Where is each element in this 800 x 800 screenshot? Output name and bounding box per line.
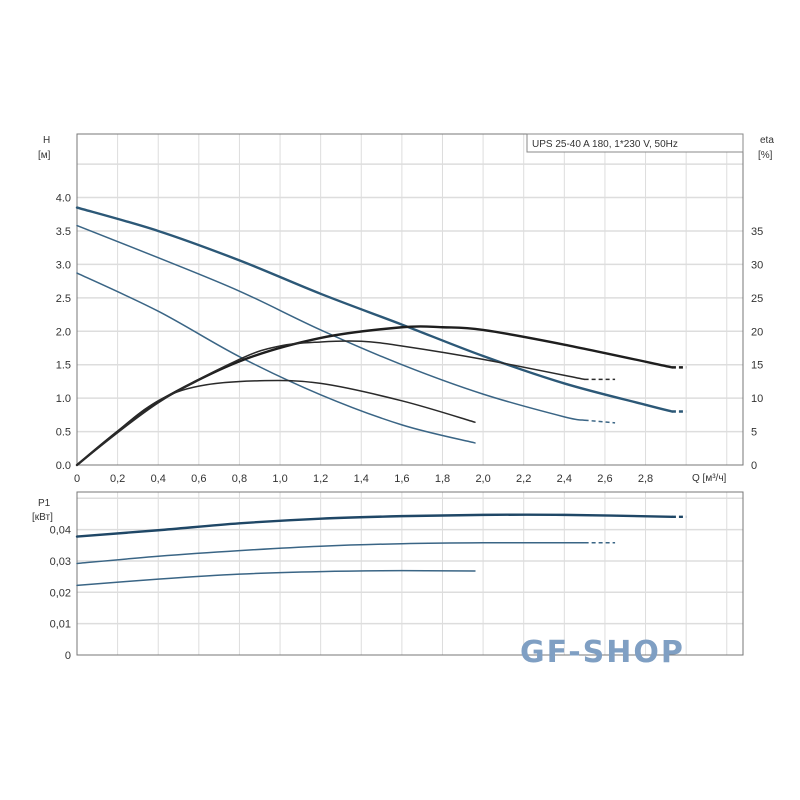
y-tick-label: 0,03 [50,556,71,568]
h-axis-unit: [м] [38,150,51,161]
x-tick-label: 1,8 [435,473,450,485]
x-tick-label: 1,4 [354,473,369,485]
head-curve-2-dashed-extension [584,419,616,424]
power-curve-3 [76,569,476,587]
power-curve-2 [76,541,586,565]
x-tick-label: 2,0 [475,473,490,485]
y-tick-label: 2.5 [56,293,71,305]
eta-axis-unit: [%] [758,150,773,161]
y-tick-label: 1.0 [56,393,71,405]
y-tick-label: 3.0 [56,259,71,271]
eta-curve-3 [76,379,476,466]
y-tick-label: 0.5 [56,427,71,439]
y-tick-label: 3.5 [56,226,71,238]
y-tick-label: 4.0 [56,193,71,205]
q-axis-label: Q [м³/ч] [692,473,727,484]
eta-axis-label: eta [760,135,774,146]
head-curve-3 [76,272,476,444]
x-tick-label: 0 [74,473,80,485]
y-tick-label: 0,01 [50,619,71,631]
power-curve-1 [75,513,674,538]
head-curve-1 [75,206,674,413]
eta-tick-label: 0 [751,460,757,472]
x-tick-label: 0,2 [110,473,125,485]
x-tick-label: 1,6 [394,473,409,485]
x-tick-label: 1,0 [272,473,287,485]
x-tick-label: 2,4 [557,473,572,485]
eta-curve-2 [76,340,586,466]
head-curve-2 [76,224,586,421]
y-tick-label: 1.5 [56,360,71,372]
x-tick-label: 0,8 [232,473,247,485]
x-tick-label: 2,8 [638,473,653,485]
p1-axis-label: P1 [38,498,51,509]
x-tick-label: 2,6 [597,473,612,485]
eta-tick-label: 5 [751,427,757,439]
x-tick-label: 2,2 [516,473,531,485]
eta-tick-label: 35 [751,226,763,238]
eta-tick-label: 10 [751,393,763,405]
legend-text: UPS 25-40 A 180, 1*230 V, 50Hz [532,139,678,150]
plot-frame [76,491,744,656]
y-tick-label: 2.0 [56,326,71,338]
watermark: GF-SHOP [520,635,685,670]
plot-frame [76,133,744,466]
y-tick-label: 0,02 [50,587,71,599]
eta-tick-label: 20 [751,326,763,338]
x-tick-label: 0,6 [191,473,206,485]
x-tick-label: 0,4 [151,473,166,485]
y-tick-label: 0,04 [50,525,71,537]
eta-tick-label: 30 [751,259,763,271]
y-tick-label: 0.0 [56,460,71,472]
x-tick-label: 1,2 [313,473,328,485]
h-axis-label: H [43,135,50,146]
y-tick-label: 0 [65,650,71,662]
eta-curve-1 [75,325,674,467]
eta-tick-label: 15 [751,360,763,372]
legend-box [526,133,744,153]
p1-axis-unit: [кВт] [32,512,53,523]
eta-tick-label: 25 [751,293,763,305]
